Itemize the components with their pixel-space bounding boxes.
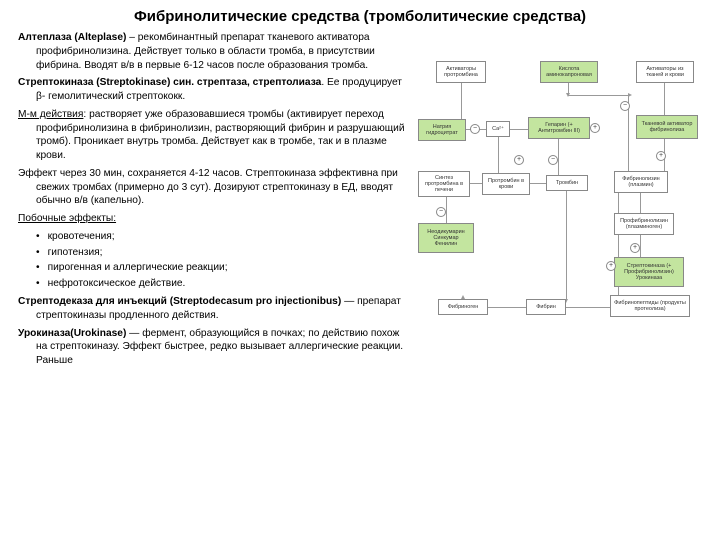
diagram-node: Фибриноген xyxy=(438,299,488,315)
diagram-edge xyxy=(488,307,526,308)
diagram-edge xyxy=(566,191,567,299)
diagram-edge xyxy=(566,307,610,308)
diagram-edge xyxy=(558,139,559,175)
diagram-edge xyxy=(568,95,628,96)
diagram-edge xyxy=(498,137,499,173)
diagram-sign: − xyxy=(436,207,446,217)
diagram-edge xyxy=(568,83,569,93)
para-mechanism: М-м действия: растворяет уже образовавши… xyxy=(18,108,412,163)
mechanism-desc: : растворяет уже образовавшиеся тромбы (… xyxy=(36,109,405,161)
list-item: кровотечения; xyxy=(36,230,412,244)
diagram-sign: − xyxy=(470,124,480,134)
diagram-node: Неодикумарин Синкумар Фенилин xyxy=(418,223,474,253)
para-effect: Эффект через 30 мин, сохраняется 4-12 ча… xyxy=(18,167,412,208)
side-effects-label: Побочные эффекты: xyxy=(18,212,412,226)
diagram-node: Протромбин в крови xyxy=(482,173,530,195)
diagram-sign: + xyxy=(630,243,640,253)
diagram-node: Синтез протромбина в печени xyxy=(418,171,470,197)
diagram-sign: − xyxy=(548,155,558,165)
side-effects-heading: Побочные эффекты: xyxy=(18,213,116,224)
diagram-node: Активаторы протромбина xyxy=(436,61,486,83)
diagram-sign: − xyxy=(620,101,630,111)
streptokinase-name: Стрептокиназа (Streptokinase) син. стреп… xyxy=(18,77,321,88)
para-streptokinase: Стрептокиназа (Streptokinase) син. стреп… xyxy=(18,76,412,104)
diagram-sign: + xyxy=(514,155,524,165)
diagram-node: Фибрин xyxy=(526,299,566,315)
diagram-node: Кислота аминокапроновая xyxy=(540,61,598,83)
page-title: Фибринолитические средства (тромболитиче… xyxy=(0,0,720,31)
content-area: Алтеплаза (Alteplase) – рекомбинантный п… xyxy=(0,31,720,372)
list-item: гипотензия; xyxy=(36,246,412,260)
diagram-node: Ca²⁺ xyxy=(486,121,510,137)
diagram-node: Профибринолизин (плазминоген) xyxy=(614,213,674,235)
diagram-edge xyxy=(640,235,641,257)
diagram-node: Натрия гидроцитрат xyxy=(418,119,466,141)
diagram-edge xyxy=(640,193,641,213)
diagram-edge xyxy=(664,83,665,115)
alteplase-name: Алтеплаза (Alteplase) xyxy=(18,32,126,43)
diagram-sign: + xyxy=(590,123,600,133)
diagram-edge xyxy=(530,183,546,184)
list-item: пирогенная и аллергические реакции; xyxy=(36,261,412,275)
para-streptodecase: Стрептодеказа для инъекций (Streptodecas… xyxy=(18,295,412,323)
diagram-node: Фибринолизин (плазмин) xyxy=(614,171,668,193)
diagram-node: Активаторы из тканей и крови xyxy=(636,61,694,83)
diagram-edge xyxy=(446,197,447,223)
diagram-edge xyxy=(470,183,482,184)
diagram-node: Гепарин (+ Антитромбин III) xyxy=(528,117,590,139)
mechanism-label: М-м действия xyxy=(18,109,83,120)
para-alteplase: Алтеплаза (Alteplase) – рекомбинантный п… xyxy=(18,31,412,72)
side-effects-list: кровотечения; гипотензия; пирогенная и а… xyxy=(18,230,412,291)
list-item: нефротоксическое действие. xyxy=(36,277,412,291)
diagram-node: Тромбин xyxy=(546,175,588,191)
diagram-edge xyxy=(510,129,528,130)
diagram-sign: + xyxy=(606,261,616,271)
text-column: Алтеплаза (Alteplase) – рекомбинантный п… xyxy=(18,31,412,372)
diagram-sign: + xyxy=(656,151,666,161)
diagram-column: Активаторы протромбина Кислота аминокапро… xyxy=(412,31,710,372)
streptodecase-name: Стрептодеказа для инъекций (Streptodecas… xyxy=(18,296,341,307)
diagram-edge xyxy=(461,83,462,121)
para-urokinase: Урокиназа(Urokinase) — фермент, образующ… xyxy=(18,327,412,368)
urokinase-name: Урокиназа(Urokinase) xyxy=(18,328,126,339)
diagram-node: Фибринопептиды (продукты протеолиза) xyxy=(610,295,690,317)
diagram-node: Стрептокиназа (+ Профибринолизин) Урокин… xyxy=(614,257,684,287)
coagulation-diagram: Активаторы протромбина Кислота аминокапро… xyxy=(418,61,710,351)
diagram-node: Тканевой активатор фибринолиза xyxy=(636,115,698,139)
